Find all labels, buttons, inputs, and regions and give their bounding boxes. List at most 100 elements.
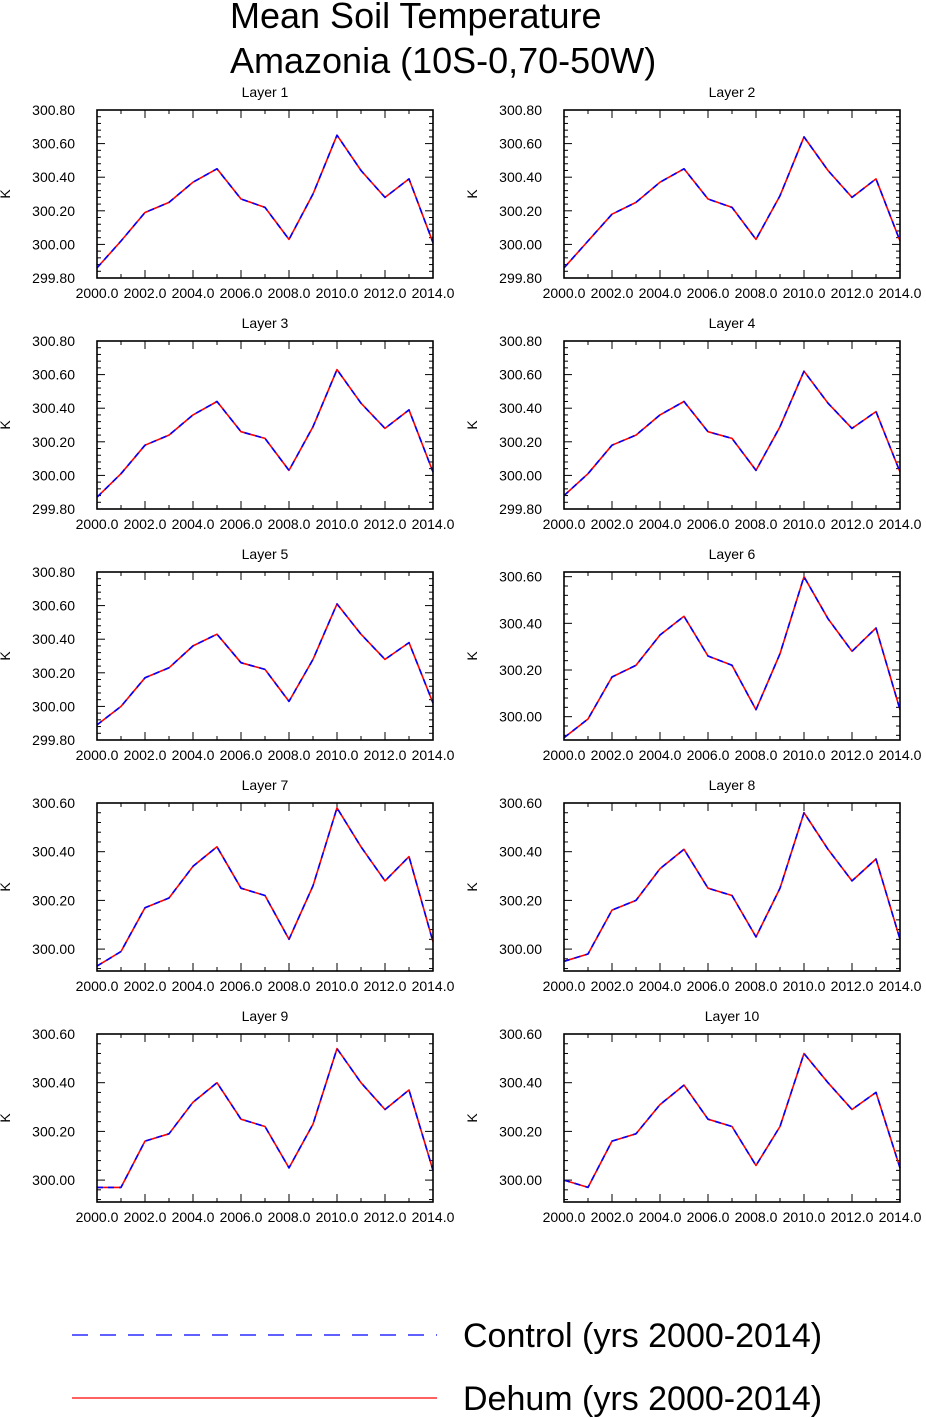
x-tick-label: 2008.0: [735, 978, 778, 994]
y-axis-label: K: [0, 882, 13, 892]
y-tick-label: 300.60: [499, 367, 542, 383]
x-tick-label: 2014.0: [412, 978, 455, 994]
chart-panel-8: Layer 8 K 2000.0 2002.0 2004.0 2006.0 2008.0 20…: [464, 777, 922, 994]
x-tick-label: 2010.0: [316, 747, 359, 763]
x-tick-label: 2004.0: [639, 747, 682, 763]
x-tick-label: 2012.0: [831, 516, 874, 532]
y-axis-label: K: [464, 651, 480, 661]
title-line-1: Mean Soil Temperature: [230, 0, 602, 36]
y-tick-label: 300.60: [32, 136, 75, 152]
x-tick-label: 2006.0: [687, 978, 730, 994]
x-tick-label: 2012.0: [831, 1209, 874, 1225]
x-tick-label: 2010.0: [316, 285, 359, 301]
series-line-control: [563, 136, 901, 269]
x-tick-label: 2000.0: [76, 978, 119, 994]
series-line-control: [96, 368, 434, 498]
x-tick-label: 2008.0: [268, 285, 311, 301]
x-tick-label: 2006.0: [687, 747, 730, 763]
series-line-control: [563, 370, 901, 497]
y-tick-label: 300.00: [499, 709, 542, 725]
plot-frame: [96, 340, 434, 510]
y-tick-label: 299.80: [32, 270, 75, 286]
x-tick-label: 2010.0: [783, 516, 826, 532]
x-tick-label: 2012.0: [364, 747, 407, 763]
y-tick-label: 300.80: [499, 333, 542, 349]
x-tick-label: 2010.0: [316, 1209, 359, 1225]
panel-title: Layer 6: [709, 546, 756, 562]
y-tick-label: 300.60: [499, 795, 542, 811]
y-tick-label: 300.40: [32, 1075, 75, 1091]
chart-panel-1: Layer 1 K 2000.0 2002.0 2004.0 2006.0 2008.0 20…: [0, 84, 455, 301]
chart-panel-2: Layer 2 K 2000.0 2002.0 2004.0 2006.0 2008.0 20…: [464, 84, 922, 301]
y-tick-label: 300.40: [32, 631, 75, 647]
x-tick-label: 2002.0: [124, 285, 167, 301]
x-tick-label: 2002.0: [124, 1209, 167, 1225]
x-tick-label: 2014.0: [412, 1209, 455, 1225]
x-tick-label: 2010.0: [783, 747, 826, 763]
x-tick-label: 2002.0: [124, 747, 167, 763]
x-tick-label: 2014.0: [879, 747, 922, 763]
plot-frame: [563, 1033, 901, 1203]
x-tick-label: 2006.0: [687, 285, 730, 301]
x-tick-label: 2012.0: [831, 978, 874, 994]
series-line-control: [563, 811, 901, 963]
y-tick-label: 300.60: [499, 1026, 542, 1042]
x-tick-label: 2006.0: [220, 516, 263, 532]
plot-frame: [563, 571, 901, 741]
x-tick-label: 2008.0: [268, 978, 311, 994]
y-tick-label: 300.80: [32, 564, 75, 580]
y-tick-label: 300.20: [32, 665, 75, 681]
series-line-dehum: [96, 603, 434, 726]
y-tick-label: 299.80: [499, 501, 542, 517]
y-tick-label: 300.20: [499, 892, 542, 908]
y-tick-label: 300.00: [499, 236, 542, 252]
x-tick-label: 2014.0: [879, 1209, 922, 1225]
y-tick-label: 300.20: [32, 892, 75, 908]
x-tick-label: 2004.0: [172, 516, 215, 532]
plot-frame: [96, 802, 434, 972]
chart-panel-5: Layer 5 K 2000.0 2002.0 2004.0 2006.0 2008.0 20…: [0, 546, 455, 763]
y-tick-label: 300.20: [32, 1123, 75, 1139]
x-tick-label: 2014.0: [412, 285, 455, 301]
series-line-control: [563, 575, 901, 739]
y-tick-label: 300.60: [499, 136, 542, 152]
legend-label-control: Control (yrs 2000-2014): [463, 1317, 822, 1355]
x-tick-label: 2000.0: [543, 747, 586, 763]
x-tick-label: 2014.0: [879, 285, 922, 301]
y-tick-label: 300.40: [32, 844, 75, 860]
x-tick-label: 2012.0: [364, 285, 407, 301]
x-tick-label: 2012.0: [364, 516, 407, 532]
y-axis-label: K: [464, 1113, 480, 1123]
y-tick-label: 300.00: [32, 1172, 75, 1188]
x-tick-label: 2006.0: [220, 747, 263, 763]
x-tick-label: 2006.0: [220, 1209, 263, 1225]
y-tick-label: 300.40: [499, 1075, 542, 1091]
series-line-control: [96, 134, 434, 269]
x-tick-label: 2004.0: [639, 516, 682, 532]
panel-title: Layer 9: [242, 1008, 289, 1024]
panel-title: Layer 1: [242, 84, 289, 100]
x-tick-label: 2002.0: [591, 285, 634, 301]
x-tick-label: 2002.0: [591, 516, 634, 532]
x-tick-label: 2006.0: [687, 516, 730, 532]
x-tick-label: 2004.0: [172, 1209, 215, 1225]
x-tick-label: 2000.0: [76, 285, 119, 301]
y-tick-label: 300.60: [32, 598, 75, 614]
plot-frame: [96, 1033, 434, 1203]
plot-frame: [563, 802, 901, 972]
chart-panel-9: Layer 9 K 2000.0 2002.0 2004.0 2006.0 2008.0 20…: [0, 1008, 455, 1225]
plot-frame: [96, 571, 434, 741]
x-tick-label: 2000.0: [76, 516, 119, 532]
x-tick-label: 2002.0: [591, 978, 634, 994]
y-axis-label: K: [0, 651, 13, 661]
y-tick-label: 300.60: [32, 367, 75, 383]
y-tick-label: 300.20: [499, 203, 542, 219]
y-tick-label: 300.00: [499, 467, 542, 483]
panel-title: Layer 5: [242, 546, 289, 562]
x-tick-label: 2002.0: [591, 747, 634, 763]
y-tick-label: 300.40: [32, 400, 75, 416]
plot-frame: [96, 109, 434, 279]
panel-title: Layer 3: [242, 315, 289, 331]
panel-title: Layer 8: [709, 777, 756, 793]
x-tick-label: 2014.0: [412, 747, 455, 763]
